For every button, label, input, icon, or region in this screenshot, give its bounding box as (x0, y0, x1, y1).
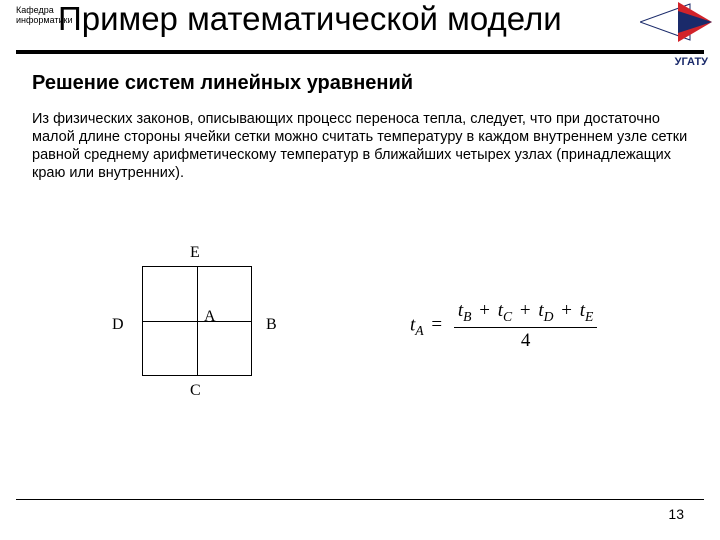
term-e-sub: E (585, 309, 593, 324)
university-logo-icon (640, 2, 712, 42)
fraction: tB + tC + tD + tE 4 (454, 300, 598, 352)
node-label-top: E (190, 244, 200, 262)
node-label-right: B (266, 316, 277, 334)
plus-1: + (476, 300, 493, 321)
node-label-bottom: C (190, 382, 201, 400)
grid-outer-square (142, 266, 252, 376)
slide-title: Пример математической модели (58, 0, 562, 38)
plus-3: + (558, 300, 575, 321)
denominator: 4 (454, 328, 598, 352)
header-rule (16, 50, 704, 54)
node-label-center: A (204, 308, 216, 326)
term-d-sub: D (544, 309, 554, 324)
stencil-diagram: E D A B C (90, 242, 300, 412)
term-b-sub: B (463, 309, 471, 324)
equals-sign: = (428, 314, 445, 335)
grid-horizontal-line (143, 321, 251, 322)
average-formula: tA = tB + tC + tD + tE 4 (410, 300, 597, 352)
page-number: 13 (668, 506, 684, 522)
section-heading: Решение систем линейных уравнений (32, 72, 413, 95)
slide: Кафедра информатики Пример математическо… (0, 0, 720, 540)
node-label-left: D (112, 316, 124, 334)
lhs-sub: A (415, 323, 423, 338)
plus-2: + (517, 300, 534, 321)
body-paragraph: Из физических законов, описывающих проце… (32, 110, 697, 183)
term-c-sub: C (503, 309, 512, 324)
numerator: tB + tC + tD + tE (454, 300, 598, 328)
footer-rule (16, 499, 704, 500)
department-line1: Кафедра (16, 5, 54, 15)
university-abbrev: УГАТУ (675, 56, 708, 68)
